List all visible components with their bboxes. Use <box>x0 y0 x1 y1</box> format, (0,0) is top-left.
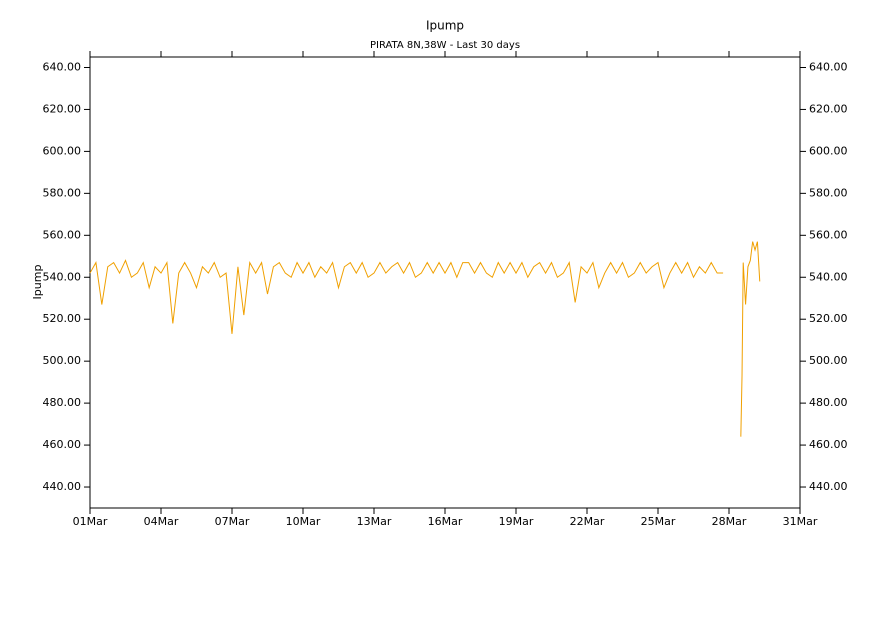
x-tick-label: 13Mar <box>357 515 392 528</box>
y2-tick-label: 480.00 <box>809 396 848 409</box>
y2-tick-label: 440.00 <box>809 480 848 493</box>
y-tick-label: 440.00 <box>43 480 82 493</box>
y2-tick-label: 620.00 <box>809 102 848 115</box>
x-tick-label: 16Mar <box>428 515 463 528</box>
y-tick-label: 620.00 <box>43 102 82 115</box>
x-tick-label: 01Mar <box>73 515 108 528</box>
x-tick-label: 28Mar <box>712 515 747 528</box>
data-line <box>740 241 761 437</box>
x-tick-label: 07Mar <box>215 515 250 528</box>
y2-tick-label: 600.00 <box>809 144 848 157</box>
y-tick-label: 560.00 <box>43 228 82 241</box>
data-line <box>89 259 724 334</box>
x-tick-label: 25Mar <box>641 515 676 528</box>
chart-subtitle: PIRATA 8N,38W - Last 30 days <box>370 40 520 51</box>
x-tick-label: 04Mar <box>144 515 179 528</box>
x-tick-label: 10Mar <box>286 515 321 528</box>
y-tick-label: 520.00 <box>43 312 82 325</box>
y-tick-label: 540.00 <box>43 270 82 283</box>
y-tick-label: 580.00 <box>43 186 82 199</box>
x-tick-label: 22Mar <box>570 515 605 528</box>
plot-frame <box>89 56 801 509</box>
y2-tick-label: 640.00 <box>809 60 848 73</box>
y-tick-label: 460.00 <box>43 438 82 451</box>
y-tick-label: 480.00 <box>43 396 82 409</box>
chart-title: Ipump <box>426 19 464 33</box>
x-tick-label: 19Mar <box>499 515 534 528</box>
y2-tick-label: 580.00 <box>809 186 848 199</box>
x-tick-label: 31Mar <box>783 515 818 528</box>
y-tick-label: 500.00 <box>43 354 82 367</box>
y2-tick-label: 540.00 <box>809 270 848 283</box>
y2-tick-label: 520.00 <box>809 312 848 325</box>
y-axis-label: Ipump <box>31 265 44 300</box>
y2-tick-label: 460.00 <box>809 438 848 451</box>
y2-tick-label: 500.00 <box>809 354 848 367</box>
y-tick-label: 600.00 <box>43 144 82 157</box>
y-tick-label: 640.00 <box>43 60 82 73</box>
y2-tick-label: 560.00 <box>809 228 848 241</box>
